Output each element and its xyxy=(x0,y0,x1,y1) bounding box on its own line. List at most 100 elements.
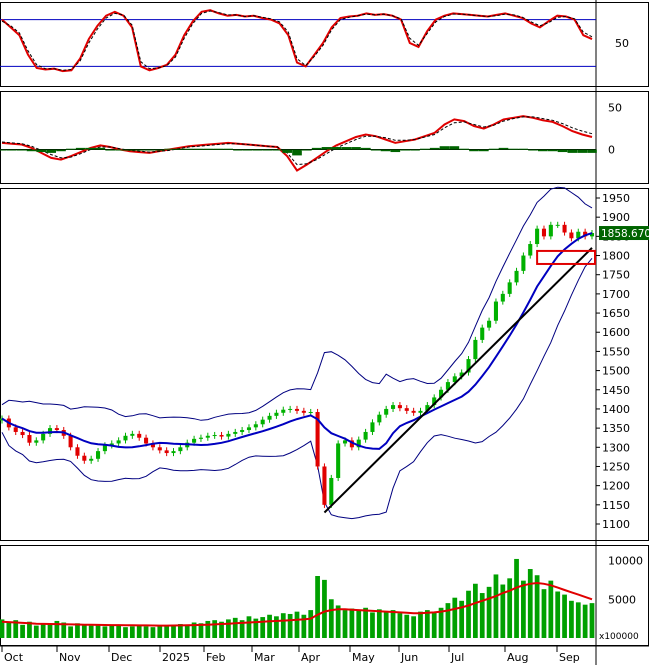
candle-body xyxy=(68,435,73,448)
volume-bar xyxy=(136,625,142,638)
macd-histogram-bar xyxy=(174,148,184,150)
month-label: Nov xyxy=(59,651,81,664)
candle-body xyxy=(541,228,547,237)
volume-bar xyxy=(20,624,25,638)
macd-histogram-bar xyxy=(478,149,489,152)
volume-bar xyxy=(452,597,458,638)
macd-histogram-bar xyxy=(341,147,352,150)
candle-body xyxy=(20,431,25,436)
volume-bar xyxy=(95,624,101,638)
price-tick-label: 1350 xyxy=(602,422,630,435)
price-tick-label: 1200 xyxy=(602,480,630,493)
candle-body xyxy=(315,412,320,467)
volume-bar xyxy=(280,613,286,638)
volume-bar xyxy=(479,593,485,638)
volume-bar xyxy=(376,609,382,638)
candle-body xyxy=(240,430,245,432)
candle-body xyxy=(137,433,142,438)
candle-body xyxy=(384,408,389,415)
volume-bar xyxy=(253,618,259,638)
macd-histogram-bar xyxy=(410,149,420,151)
candle-body xyxy=(233,431,238,434)
price-panel xyxy=(0,186,596,520)
macd-histogram-bar xyxy=(6,149,17,151)
volume-bar xyxy=(589,603,595,638)
macd-histogram-bar xyxy=(272,149,283,151)
macd-histogram-bar xyxy=(331,147,342,150)
macd-histogram-bar xyxy=(56,149,66,152)
volume-bar xyxy=(123,627,128,638)
candle-body xyxy=(198,437,203,439)
volume-bar xyxy=(150,627,156,638)
month-label: 2025 xyxy=(162,651,190,664)
macd-histogram-bar xyxy=(16,149,27,151)
bollinger-lower-band xyxy=(1,257,593,520)
candle-body xyxy=(54,428,59,431)
price-tick-label: 1100 xyxy=(602,518,630,531)
macd-line-1 xyxy=(1,115,593,172)
volume-bar xyxy=(575,602,581,638)
price-tick-label: 1250 xyxy=(602,460,630,473)
volume-bar xyxy=(569,600,574,638)
month-label: May xyxy=(352,651,375,664)
candle-body xyxy=(96,451,101,459)
candle-body xyxy=(226,433,231,437)
volume-bar xyxy=(322,579,327,638)
volume-tick-label: 5000 xyxy=(608,593,636,606)
macd-histogram-bar xyxy=(144,149,155,151)
candle-body xyxy=(349,440,354,448)
candle-body xyxy=(329,477,334,505)
candle-body xyxy=(288,408,293,410)
macd-panel xyxy=(0,115,597,172)
volume-bar xyxy=(81,624,87,638)
volume-bar xyxy=(308,610,314,638)
macd-histogram-bar xyxy=(537,149,548,152)
candle-body xyxy=(583,231,588,237)
volume-bar xyxy=(534,575,540,638)
volume-bar xyxy=(47,624,53,638)
candle-body xyxy=(487,320,492,328)
macd-histogram-bar xyxy=(429,147,440,150)
support-trendline xyxy=(323,247,593,514)
macd-histogram-bar xyxy=(400,149,411,151)
candle-body xyxy=(521,255,526,271)
candle-body xyxy=(219,435,224,437)
stochastic-line-2 xyxy=(1,10,593,71)
macd-histogram-bar xyxy=(498,147,509,150)
volume-bar xyxy=(212,620,218,638)
volume-bar xyxy=(54,620,60,638)
axes: 5050019501900185018001750170016501600155… xyxy=(1,37,649,664)
volume-bar xyxy=(75,623,80,638)
volume-bar xyxy=(548,580,554,638)
moving-average-line xyxy=(1,232,593,450)
candle-body xyxy=(370,422,375,432)
macd-histogram-bar xyxy=(292,149,302,156)
price-tick-label: 1800 xyxy=(602,250,630,263)
stochastic-line-1 xyxy=(1,9,593,73)
macd-histogram-bar xyxy=(193,148,204,150)
candle-body xyxy=(589,233,595,237)
volume-bar xyxy=(205,620,211,638)
volume-bar xyxy=(129,626,135,638)
candle-body xyxy=(322,466,327,505)
candle-body xyxy=(404,408,409,411)
volume-bar xyxy=(521,580,526,638)
candle-body xyxy=(102,445,107,452)
macd-histogram-bar xyxy=(390,149,401,153)
macd-histogram-bar xyxy=(124,149,135,151)
volume-bar xyxy=(301,614,307,638)
volume-bar xyxy=(335,605,341,638)
candle-body xyxy=(246,427,252,431)
candle-body xyxy=(480,327,485,340)
candle-body xyxy=(425,405,430,411)
macd-histogram-bar xyxy=(508,148,519,150)
macd-histogram-bar xyxy=(321,147,332,150)
candle-body xyxy=(171,451,176,454)
candle-body xyxy=(459,372,464,377)
volume-bar xyxy=(459,600,465,638)
volume-bar xyxy=(507,578,513,638)
macd-histogram-bar xyxy=(134,149,145,151)
volume-bar xyxy=(33,625,39,638)
candle-body xyxy=(308,412,313,414)
candle-body xyxy=(130,433,135,436)
